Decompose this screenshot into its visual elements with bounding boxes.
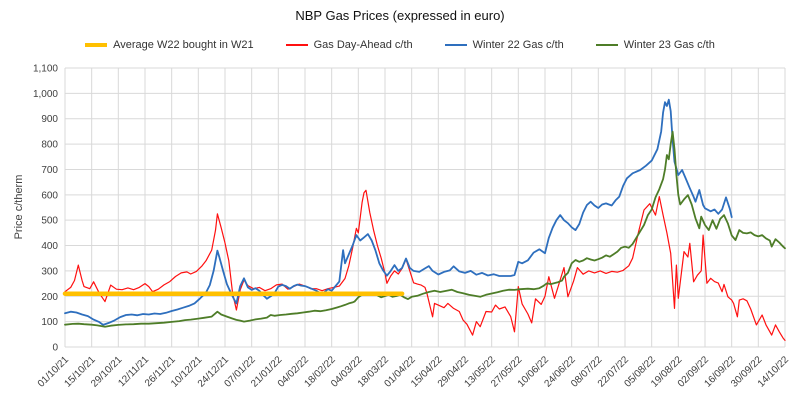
y-tick-label: 400 — [41, 241, 58, 252]
series-line-1 — [64, 189, 786, 341]
legend-label-winter-22: Winter 22 Gas c/th — [472, 39, 564, 51]
legend-item-winter-22: Winter 22 Gas c/th — [444, 39, 564, 51]
series-line-3 — [64, 130, 786, 328]
legend-item-winter-23: Winter 23 Gas c/th — [595, 39, 715, 51]
y-tick-label: 700 — [41, 165, 58, 176]
y-tick-label: 900 — [41, 114, 58, 125]
legend-swatch-winter-23 — [595, 44, 618, 46]
y-tick-label: 600 — [41, 190, 58, 201]
legend-swatch-winter-22 — [444, 44, 467, 46]
y-tick-label: 100 — [41, 317, 58, 328]
chart-legend: Average W22 bought in W21 Gas Day-Ahead … — [0, 39, 800, 51]
legend-item-day-ahead: Gas Day-Ahead c/th — [285, 39, 413, 51]
y-tick-label: 200 — [41, 292, 58, 303]
y-tick-label: 800 — [41, 140, 58, 151]
legend-swatch-average-w22 — [85, 43, 108, 47]
y-tick-label: 500 — [41, 216, 58, 227]
legend-label-day-ahead: Gas Day-Ahead c/th — [313, 39, 413, 51]
y-tick-label: 1,100 — [33, 64, 58, 75]
legend-swatch-day-ahead — [285, 44, 308, 46]
legend-label-winter-23: Winter 23 Gas c/th — [623, 39, 715, 51]
y-tick-label: 300 — [41, 266, 58, 277]
y-tick-label: 0 — [52, 343, 58, 354]
legend-label-average-w22: Average W22 bought in W21 — [113, 39, 254, 51]
y-tick-label: 1,000 — [33, 89, 58, 100]
chart-title: NBP Gas Prices (expressed in euro) — [295, 8, 505, 23]
legend-item-average-w22: Average W22 bought in W21 — [85, 39, 254, 51]
series-line-2 — [64, 98, 733, 326]
